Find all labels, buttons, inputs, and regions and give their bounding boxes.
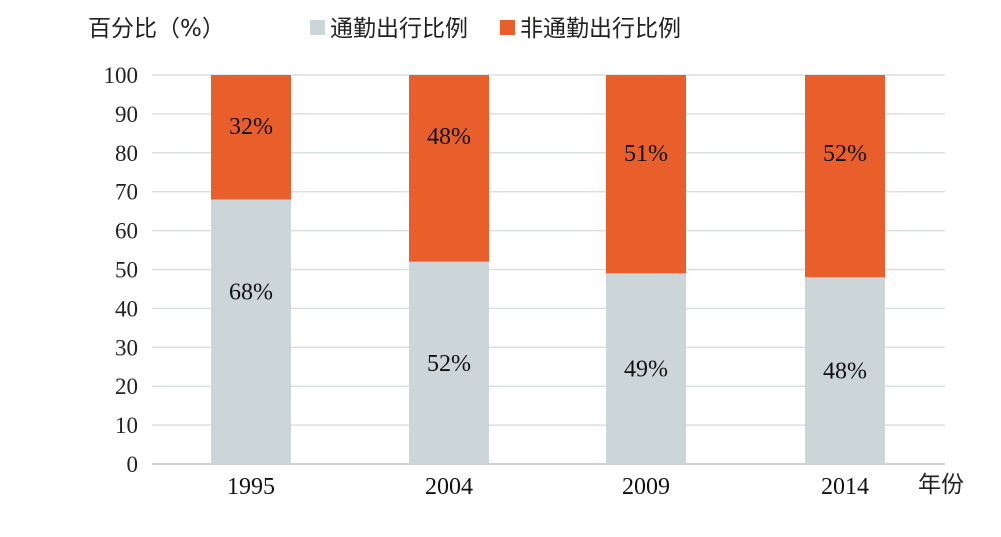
y-tick-label: 20 xyxy=(115,374,138,399)
data-label-commute: 68% xyxy=(229,280,273,306)
x-axis-ticks: 1995 2004 2009 2014 xyxy=(227,474,869,500)
y-tick-label: 80 xyxy=(115,141,138,166)
y-tick-label: 30 xyxy=(115,335,138,360)
data-label-commute: 48% xyxy=(823,359,867,385)
bar-non-commute xyxy=(805,75,885,278)
y-axis-title: 百分比（%） xyxy=(88,16,225,42)
bar-non-commute xyxy=(211,75,291,200)
bar-non-commute xyxy=(409,75,489,262)
legend-swatch-commute xyxy=(310,20,325,35)
bar-commute xyxy=(606,273,686,464)
y-tick-label: 90 xyxy=(115,102,138,127)
x-axis-title: 年份 xyxy=(918,472,964,498)
legend-label-non-commute: 非通勤出行比例 xyxy=(520,16,681,42)
bar-commute xyxy=(409,261,489,464)
data-label-non-commute: 51% xyxy=(624,141,668,167)
y-tick-label: 40 xyxy=(115,296,138,321)
legend: 通勤出行比例 非通勤出行比例 xyxy=(310,16,681,42)
bar-non-commute xyxy=(606,75,686,274)
x-tick-label: 2004 xyxy=(425,474,473,500)
y-tick-label: 50 xyxy=(115,258,138,283)
y-tick-label: 60 xyxy=(115,219,138,244)
bar-commute xyxy=(211,199,291,465)
data-label-commute: 52% xyxy=(427,351,471,377)
y-tick-label: 100 xyxy=(104,63,139,88)
bars: 68% 32% 52% 48% 49% 51% 48% 52% xyxy=(211,75,885,465)
bar-commute xyxy=(805,277,885,464)
x-tick-label: 1995 xyxy=(227,474,275,500)
y-tick-label: 10 xyxy=(115,413,138,438)
y-axis-ticks: 0 10 20 30 40 50 60 70 80 90 100 xyxy=(104,63,139,477)
legend-swatch-non-commute xyxy=(500,20,515,35)
y-tick-label: 0 xyxy=(127,452,139,477)
data-label-non-commute: 48% xyxy=(427,124,471,150)
data-label-commute: 49% xyxy=(624,357,668,383)
y-tick-label: 70 xyxy=(115,180,138,205)
x-tick-label: 2014 xyxy=(821,474,869,500)
data-label-non-commute: 52% xyxy=(823,141,867,167)
x-tick-label: 2009 xyxy=(622,474,670,500)
legend-label-commute: 通勤出行比例 xyxy=(330,16,468,42)
data-label-non-commute: 32% xyxy=(229,114,273,140)
